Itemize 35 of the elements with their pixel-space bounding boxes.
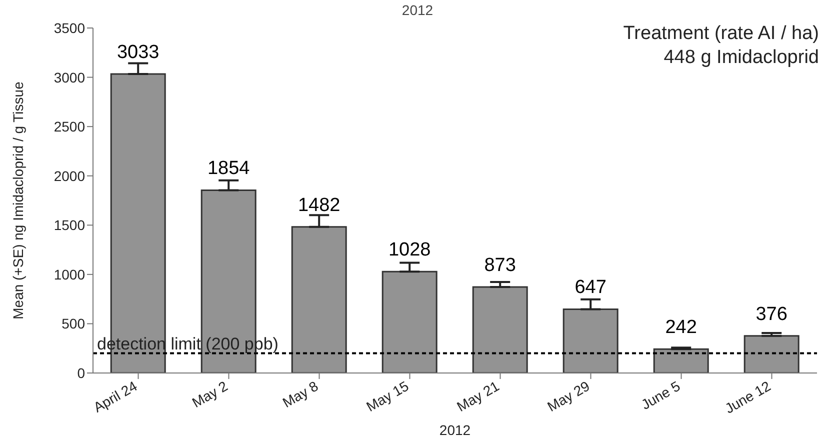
annotation: 448 g Imidacloprid bbox=[662, 46, 819, 70]
y-tick-label: 3500 bbox=[54, 20, 86, 36]
data-label: 1854 bbox=[207, 158, 250, 180]
y-tick-label: 0 bbox=[77, 364, 86, 381]
data-label: 376 bbox=[756, 304, 788, 325]
x-tick-label: May 2 bbox=[189, 378, 230, 411]
x-tick-label: May 15 bbox=[363, 378, 412, 415]
data-label: 1482 bbox=[298, 194, 340, 216]
data-label: 3033 bbox=[116, 42, 160, 64]
chart-title: 2012 bbox=[400, 2, 434, 18]
data-label: 242 bbox=[665, 317, 697, 338]
annotation: Treatment (rate AI / ha) bbox=[623, 22, 819, 46]
x-axis-title: 2012 bbox=[439, 422, 471, 438]
y-tick-label: 3000 bbox=[54, 69, 86, 86]
y-tick-label: 2000 bbox=[54, 168, 86, 184]
y-tick-label: 500 bbox=[62, 316, 86, 332]
x-tick-label: May 8 bbox=[280, 378, 321, 411]
bar bbox=[291, 226, 347, 373]
bar bbox=[744, 335, 800, 373]
x-tick-label: May 29 bbox=[544, 378, 592, 415]
y-axis-title: Mean (+SE) ng Imidacloprid / g Tissue bbox=[10, 81, 26, 320]
bar bbox=[653, 348, 709, 373]
x-tick-label: June 12 bbox=[722, 378, 774, 417]
data-label: 647 bbox=[574, 277, 606, 298]
y-tick-label: 1500 bbox=[54, 217, 86, 234]
bar bbox=[382, 270, 438, 373]
x-tick-label: June 5 bbox=[638, 378, 683, 413]
x-tick-label: April 24 bbox=[90, 378, 140, 416]
x-tick-label: May 21 bbox=[454, 378, 502, 415]
bar bbox=[472, 286, 528, 373]
data-label: 873 bbox=[484, 254, 516, 276]
y-tick-label: 1000 bbox=[54, 266, 86, 282]
bar bbox=[562, 308, 618, 373]
y-tick-label: 2500 bbox=[54, 118, 86, 135]
data-label: 1028 bbox=[388, 240, 431, 261]
